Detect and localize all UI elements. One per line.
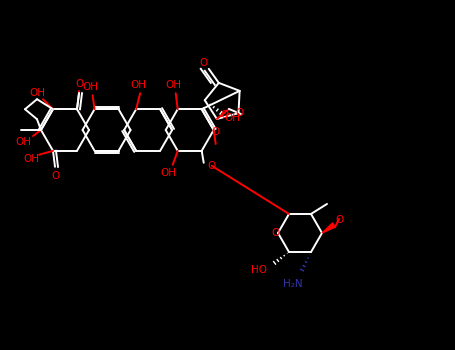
Text: O: O	[235, 108, 243, 118]
Text: OH: OH	[15, 137, 31, 147]
Text: O: O	[200, 58, 208, 68]
Text: O: O	[207, 161, 216, 171]
Text: O: O	[221, 110, 229, 120]
Text: O: O	[272, 228, 280, 238]
Text: O: O	[212, 127, 220, 137]
Text: OH: OH	[82, 82, 99, 92]
Text: H₂N: H₂N	[283, 279, 303, 289]
Text: OH: OH	[29, 88, 45, 98]
Text: OH: OH	[130, 80, 146, 90]
Text: OH: OH	[166, 80, 182, 90]
Text: O: O	[52, 171, 60, 181]
Text: OH: OH	[161, 168, 177, 178]
Text: OH: OH	[23, 154, 39, 164]
Polygon shape	[322, 223, 335, 233]
Text: O: O	[76, 79, 84, 89]
Text: HO: HO	[251, 265, 267, 275]
Text: O: O	[336, 215, 344, 225]
Text: OH: OH	[225, 113, 241, 123]
